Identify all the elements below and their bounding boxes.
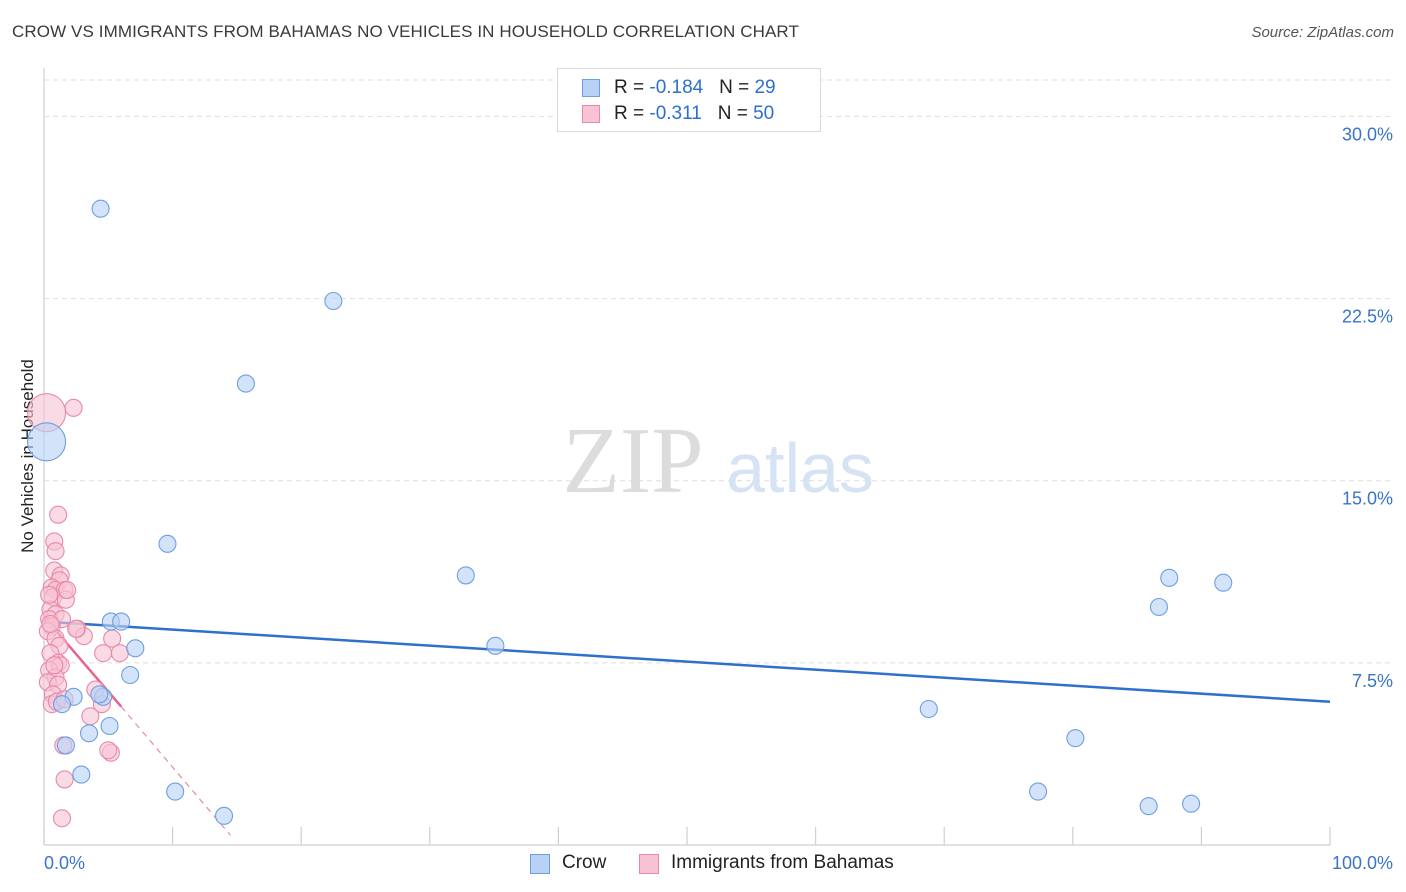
crow-point — [1066, 729, 1085, 748]
bahamas-point — [55, 770, 74, 789]
bottom-legend-swatch-bahamas — [639, 854, 659, 874]
crow-point — [72, 765, 91, 784]
bottom-legend-label-crow: Crow — [562, 852, 607, 873]
watermark-zip: ZIP — [563, 409, 704, 513]
crow-point — [27, 422, 67, 462]
y-tick-label: 15.0% — [1342, 489, 1393, 509]
crow-point — [1182, 794, 1201, 813]
watermark: ZIP atlas — [563, 409, 874, 513]
crow-trend-line — [43, 620, 1331, 703]
legend-n-label: N = — [717, 103, 754, 124]
legend-r-value: -0.184 — [649, 77, 704, 98]
crow-point — [126, 639, 145, 658]
crow-point — [486, 636, 505, 655]
crow-point — [100, 716, 119, 736]
crow-point — [456, 566, 475, 585]
bahamas-point — [81, 707, 100, 726]
bahamas-point — [67, 619, 86, 638]
crow-point — [112, 612, 131, 631]
crow-point — [158, 534, 177, 553]
watermark-atlas: atlas — [726, 429, 874, 507]
crow-point — [1149, 597, 1169, 617]
y-tick-label: 22.5% — [1342, 307, 1393, 327]
legend-n-label: N = — [719, 77, 755, 98]
bahamas-point — [46, 542, 65, 561]
legend-r-label: R = — [614, 103, 650, 124]
legend-n-value: 50 — [753, 103, 775, 124]
bahamas-point — [49, 505, 68, 524]
crow-point — [1139, 797, 1158, 816]
crow-point — [52, 695, 72, 714]
crow-point — [90, 685, 109, 704]
bottom-legend-swatch-crow — [530, 854, 550, 874]
crow-point — [91, 199, 110, 218]
correlation-legend: R = -0.184 N = 29 R = -0.311 N = 50 — [557, 68, 821, 132]
bahamas-point — [45, 656, 64, 675]
crow-point — [1214, 573, 1233, 592]
crow-point — [1160, 568, 1179, 587]
source-note: Source: ZipAtlas.com — [1251, 24, 1394, 41]
data-points — [27, 199, 1233, 828]
crow-point — [214, 806, 234, 825]
gridlines — [44, 79, 1392, 664]
bahamas-trend-extension — [120, 706, 231, 836]
legend-r-value: -0.311 — [649, 103, 702, 124]
y-tick-label: 7.5% — [1352, 671, 1393, 691]
legend-swatch-bahamas — [582, 105, 600, 123]
y-tick-label: 30.0% — [1342, 124, 1393, 144]
crow-point — [324, 291, 343, 311]
crow-point — [56, 736, 75, 755]
bahamas-point — [110, 644, 129, 663]
crow-point — [236, 374, 255, 393]
bahamas-point — [94, 644, 113, 663]
tick-labels: 7.5% 15.0% 22.5% 30.0% 0.0% 100.0% — [44, 124, 1393, 873]
crow-point — [166, 782, 185, 801]
bahamas-point — [99, 741, 118, 760]
crow-point — [1029, 782, 1048, 801]
bahamas-point — [58, 580, 77, 600]
x-tick-label: 0.0% — [44, 853, 85, 873]
crow-point — [79, 724, 99, 743]
bottom-legend-label-bahamas: Immigrants from Bahamas — [671, 852, 894, 873]
legend-r-label: R = — [614, 77, 650, 98]
crow-point — [919, 699, 938, 719]
chart-title: CROW VS IMMIGRANTS FROM BAHAMAS NO VEHIC… — [12, 22, 799, 41]
trend-lines — [43, 615, 1331, 836]
legend-n-value: 29 — [754, 77, 776, 98]
bahamas-point — [41, 614, 60, 634]
crow-point — [121, 665, 140, 685]
bahamas-point — [40, 585, 59, 604]
legend-swatch-crow — [582, 79, 600, 97]
x-tick-label: 100.0% — [1332, 853, 1393, 873]
bahamas-point — [52, 809, 72, 828]
bahamas-point — [64, 398, 83, 417]
